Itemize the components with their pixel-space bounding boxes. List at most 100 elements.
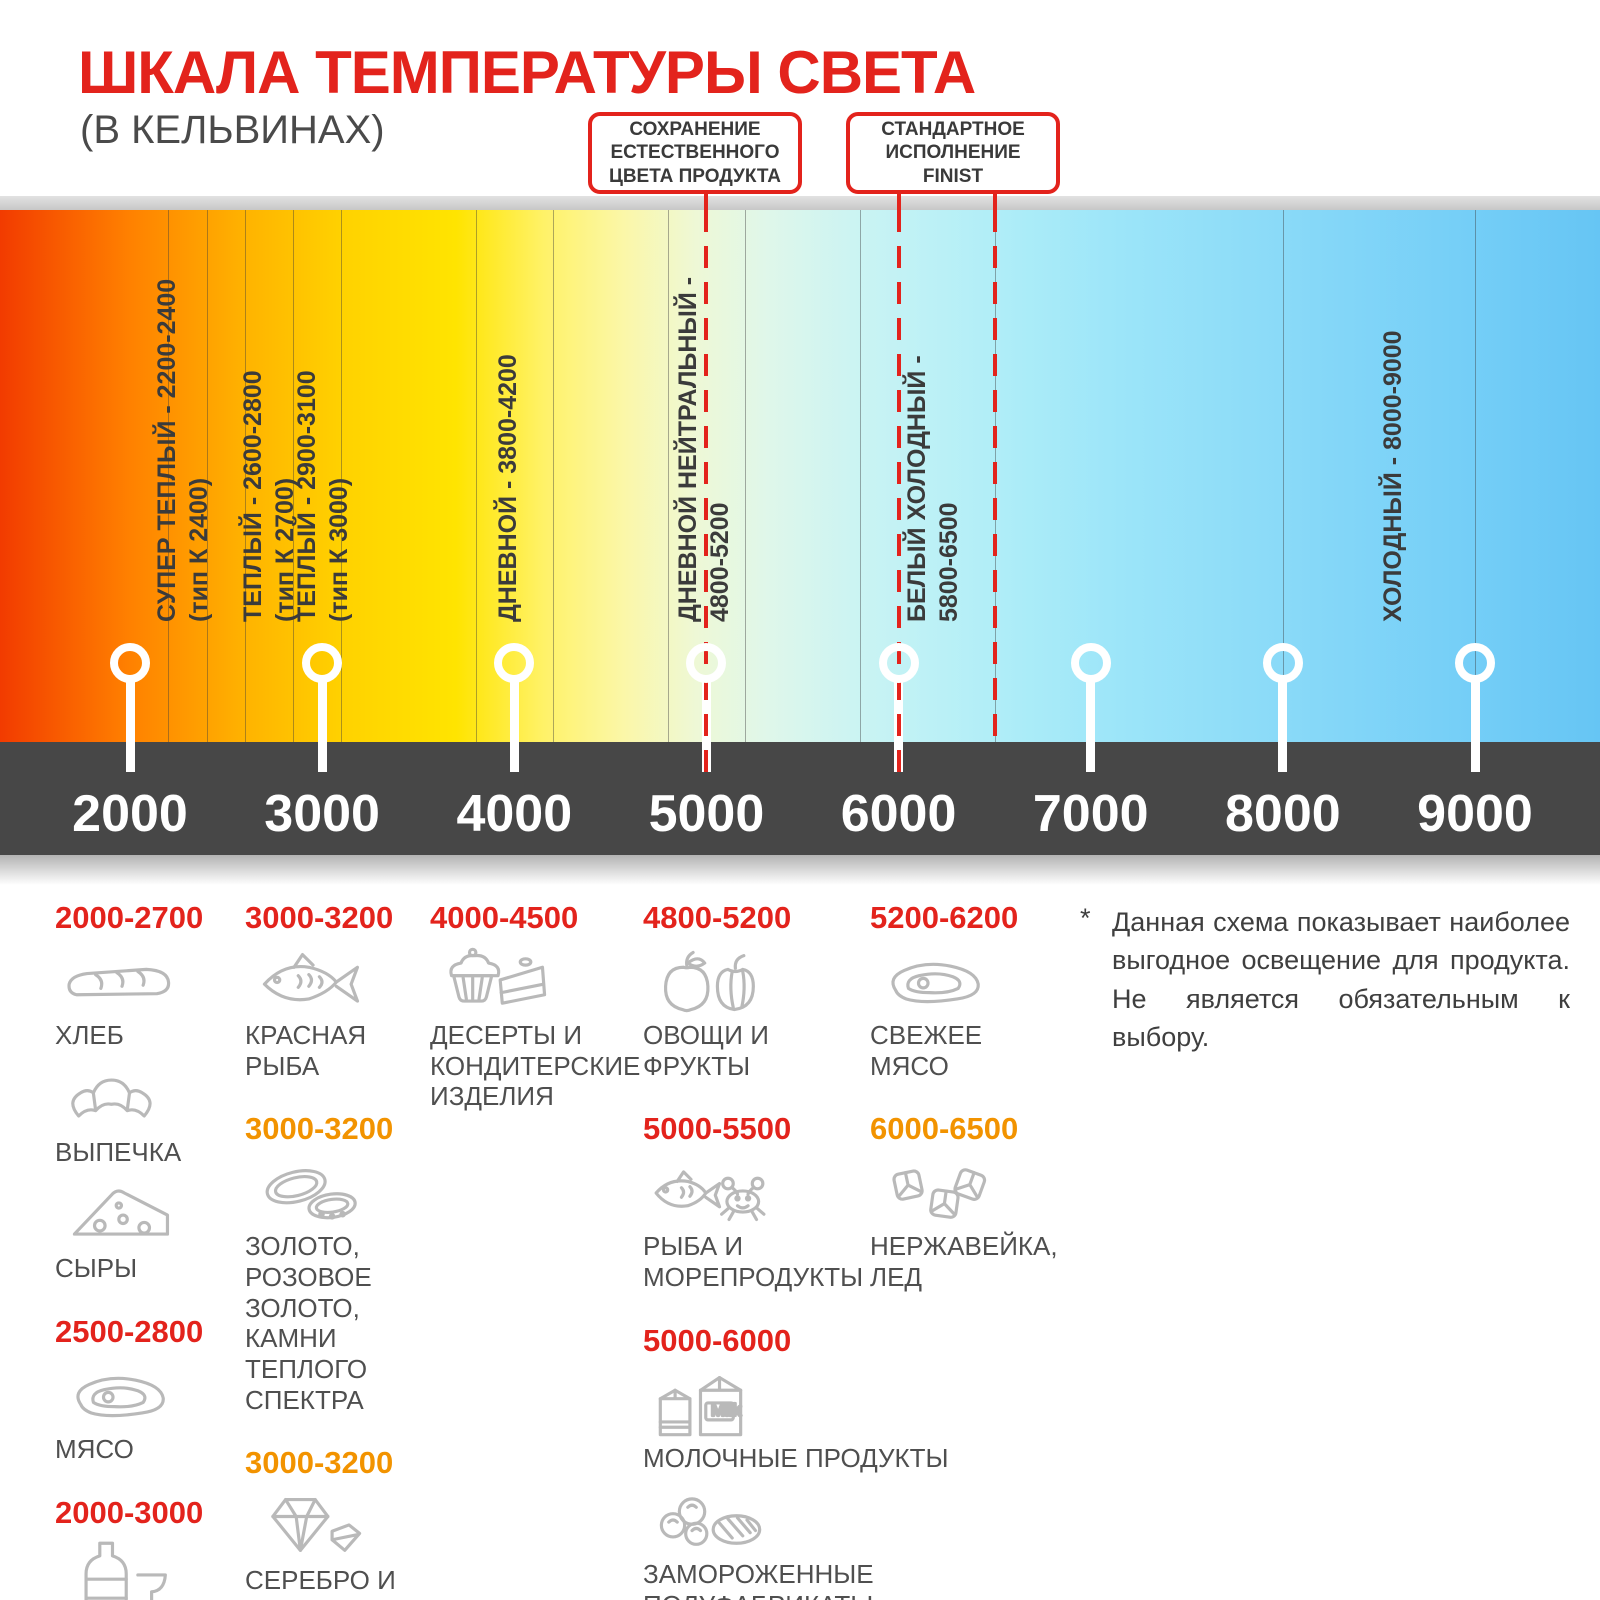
scale-gridline xyxy=(341,210,343,742)
category-item: СЕРЕБРО И БРИЛЛИАНТЫ xyxy=(245,1489,440,1600)
callout-pointer-line xyxy=(992,190,997,212)
category-item-label: ВЫПЕЧКА xyxy=(55,1136,182,1167)
milk-icon xyxy=(649,1367,771,1441)
steak-icon xyxy=(876,944,998,1018)
category-group: 4800-5200 ОВОЩИ И ФРУКТЫ xyxy=(643,900,963,1081)
kelvin-range-label: 2000-2700 xyxy=(55,900,204,935)
zone-label-main: СУПЕР ТЕПЛЫЙ - 2200-2400 xyxy=(153,278,182,622)
category-group: 2500-2800 МЯСО xyxy=(55,1314,240,1465)
kelvin-range-label: 5000-6000 xyxy=(643,1322,792,1358)
category-group: 4000-4500 ДЕСЕРТЫ И КОНДИТЕРСКИЕ ИЗДЕЛИЯ xyxy=(430,900,640,1112)
category-item-label: ЗАМОРОЖЕННЫЕ ПОЛУФАБРИКАТЫ xyxy=(643,1559,874,1600)
category-item: ДЕСЕРТЫ И КОНДИТЕРСКИЕ ИЗДЕЛИЯ xyxy=(430,944,640,1112)
category-item-label: РЫБА И МОРЕПРОДУКТЫ xyxy=(643,1231,864,1293)
category-item: ЗОЛОТО, РОЗОВОЕ ЗОЛОТО, КАМНИ ТЕПЛОГО СП… xyxy=(245,1155,440,1415)
category-item-label: НЕРЖАВЕЙКА, ЛЕД xyxy=(870,1231,1058,1293)
zone-label: ХОЛОДНЫЙ - 8000-9000 xyxy=(1377,330,1409,622)
category-item-label: МОЛОЧНЫЕ ПРОДУКТЫ xyxy=(643,1442,949,1473)
tick-marker-stem xyxy=(1470,677,1480,772)
zone-label-main: ТЕПЛЫЙ - 2900-3100 xyxy=(293,370,322,622)
category-item: ОВОЩИ И ФРУКТЫ xyxy=(643,944,963,1081)
scale-gridline xyxy=(1475,210,1476,742)
kelvin-range-label: 6000-6500 xyxy=(870,1111,1019,1147)
tick-number: 9000 xyxy=(1417,785,1533,843)
kelvin-range-label: 3000-3200 xyxy=(245,1111,394,1147)
category-group: 2000-3000 АКОГОЛЬ xyxy=(55,1495,240,1600)
tick-number: 8000 xyxy=(1225,785,1341,843)
tick-number: 7000 xyxy=(1032,785,1149,843)
kelvin-range-label: 5000-5500 xyxy=(643,1111,792,1147)
category-column: 4000-4500 ДЕСЕРТЫ И КОНДИТЕРСКИЕ ИЗДЕЛИЯ xyxy=(430,900,640,1122)
tick-marker-ring xyxy=(878,643,919,683)
scale-gridline xyxy=(552,210,554,742)
scale-gridline xyxy=(860,210,862,742)
tick-marker-ring xyxy=(302,643,343,683)
scale-gridline xyxy=(293,210,295,742)
frozen-icon xyxy=(649,1483,771,1557)
tick-marker-stem xyxy=(317,677,327,772)
category-column: 5200-6200 СВЕЖЕЕ МЯСО 6000-6500 НЕРЖАВЕЙКА,… xyxy=(870,900,1080,1303)
zone-label-sub: (тип К 2400) xyxy=(185,477,214,622)
tick-number: 6000 xyxy=(840,785,957,843)
seafood-icon xyxy=(649,1155,771,1229)
category-item-label: СЫРЫ xyxy=(55,1253,138,1284)
red-dashed-marker xyxy=(992,210,997,742)
desserts-icon xyxy=(436,944,558,1018)
zone-label: СУПЕР ТЕПЛЫЙ - 2200-2400 (тип К 2400) xyxy=(151,279,215,622)
diamond-icon xyxy=(251,1489,373,1563)
zone-label-sub: (тип К 3000) xyxy=(325,477,354,622)
category-item: СЫРЫ xyxy=(55,1177,240,1284)
kelvin-range-label: 4800-5200 xyxy=(643,900,792,935)
category-item-label: ЗОЛОТО, РОЗОВОЕ ЗОЛОТО, КАМНИ ТЕПЛОГО СП… xyxy=(245,1231,372,1415)
category-group: 3000-3200 КРАСНАЯ РЫБА xyxy=(245,900,440,1081)
footnote-asterisk: * xyxy=(1080,903,1091,933)
scale-gridline xyxy=(668,210,669,742)
rings-icon xyxy=(251,1155,373,1229)
category-item: МОЛОЧНЫЕ ПРОДУКТЫ xyxy=(643,1367,963,1474)
page-title: ШКАЛА ТЕМПЕРАТУРЫ СВЕТА xyxy=(78,39,976,106)
tick-marker-ring xyxy=(1262,643,1303,683)
zone-label-main: ТЕПЛЫЙ - 2600-2800 xyxy=(238,370,267,622)
zone-label: БЕЛЫЙ ХОЛОДНЫЙ -5800-6500 xyxy=(901,355,965,622)
category-group: 2000-2700 ХЛЕБ ВЫПЕЧКА СЫРЫ xyxy=(55,900,240,1284)
category-item: ВЫПЕЧКА xyxy=(55,1061,240,1168)
tick-marker-ring xyxy=(110,643,150,683)
category-item: ХЛЕБ xyxy=(55,944,240,1051)
tick-marker-ring xyxy=(1070,643,1111,683)
category-item: МЯСО xyxy=(55,1358,240,1465)
category-group: 3000-3200 СЕРЕБРО И БРИЛЛИАНТЫ xyxy=(245,1445,440,1600)
zone-label: ТЕПЛЫЙ - 2900-3100 (тип К 3000) xyxy=(291,370,355,622)
shelf-band xyxy=(0,196,1600,210)
zone-label-main: ДНЕВНОЙ - 3800-4200 xyxy=(494,354,523,622)
tick-marker-stem xyxy=(125,677,135,772)
zone-label-main: БЕЛЫЙ ХОЛОДНЫЙ - xyxy=(903,355,932,622)
category-column: 4800-5200 ОВОЩИ И ФРУКТЫ 5000-5500 РЫБА И М… xyxy=(643,900,963,1600)
category-group: 5000-6000 МОЛОЧНЫЕ ПРОДУКТЫ ЗАМОРОЖЕННЫЕ П… xyxy=(643,1323,963,1600)
tick-marker-stem xyxy=(1278,677,1288,772)
page-subtitle: (В КЕЛЬВИНАХ) xyxy=(80,108,385,152)
scale-gridline xyxy=(245,210,247,742)
tick-number: 4000 xyxy=(456,785,573,843)
tick-number: 2000 xyxy=(72,785,188,843)
kelvin-scale: СУПЕР ТЕПЛЫЙ - 2200-2400 (тип К 2400) ТЕПЛ… xyxy=(0,210,1600,855)
axis-bar xyxy=(0,742,1600,855)
category-group: 6000-6500 НЕРЖАВЕЙКА, ЛЕД xyxy=(870,1111,1080,1292)
vegetables-icon xyxy=(649,944,771,1018)
category-group: 5000-5500 РЫБА И МОРЕПРОДУКТЫ xyxy=(643,1111,963,1292)
category-column: 3000-3200 КРАСНАЯ РЫБА 3000-3200 ЗОЛОТО, РО… xyxy=(245,900,440,1600)
scale-gridline xyxy=(1282,210,1284,742)
category-item: ЗАМОРОЖЕННЫЕ ПОЛУФАБРИКАТЫ xyxy=(643,1483,963,1600)
scale-gridline xyxy=(168,210,170,742)
axis-bar-shadow xyxy=(0,855,1600,885)
category-item-label: КРАСНАЯ РЫБА xyxy=(245,1020,367,1081)
callout-finist-standard: СТАНДАРТНОЕ ИСПОЛНЕНИЕ FINIST xyxy=(846,112,1060,194)
category-column: 2000-2700 ХЛЕБ ВЫПЕЧКА СЫРЫ 2500-2800 МЯСО 200… xyxy=(55,900,240,1600)
tick-marker-ring xyxy=(1455,643,1495,683)
alcohol-icon xyxy=(61,1539,183,1600)
tick-marker-stem xyxy=(509,677,519,772)
category-item: РЫБА И МОРЕПРОДУКТЫ xyxy=(643,1155,963,1292)
category-item-label: СЕРЕБРО И БРИЛЛИАНТЫ xyxy=(245,1565,426,1600)
fish-icon xyxy=(251,944,373,1018)
scale-gridline xyxy=(475,210,477,742)
